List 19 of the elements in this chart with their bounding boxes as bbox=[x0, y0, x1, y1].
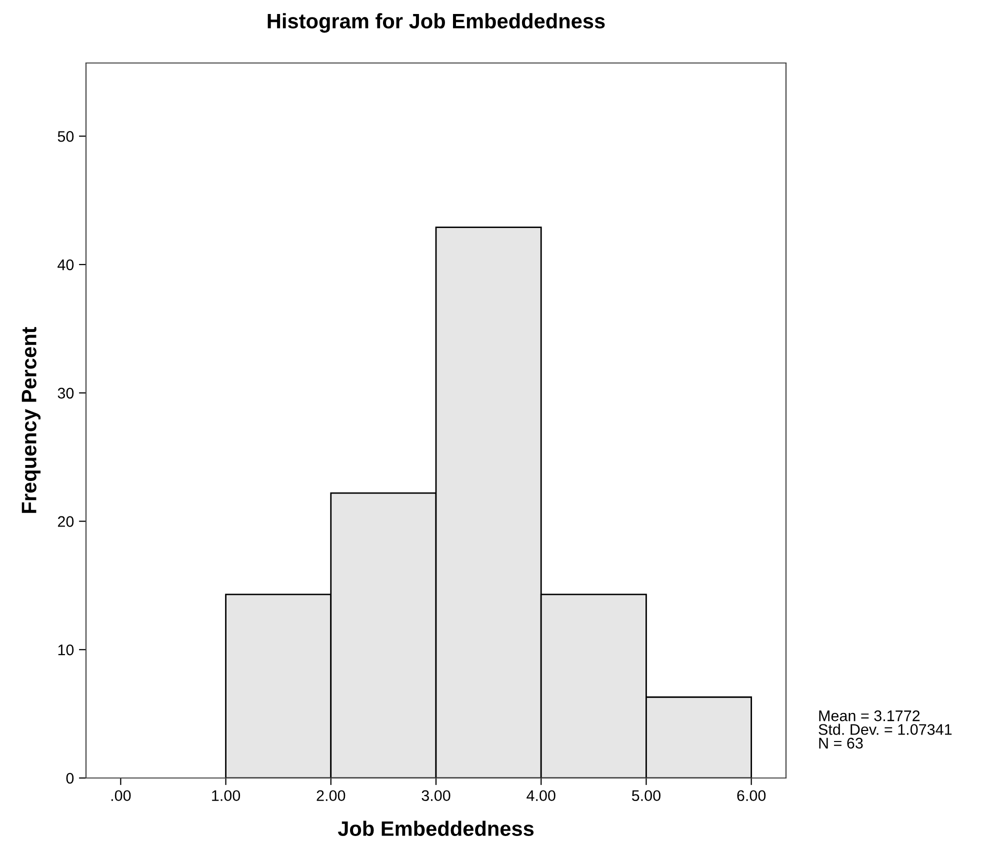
text: Mean = 3.1772 bbox=[819, 710, 920, 722]
text: N = 63 bbox=[819, 738, 863, 749]
y-tick-label: 20 bbox=[58, 516, 74, 527]
chart-title: Histogram for Job Embeddedness bbox=[268, 13, 605, 33]
text: Std. Dev. = 1.07341 bbox=[818, 724, 952, 735]
y-tick-label: 40 bbox=[58, 259, 74, 270]
x-tick-label: 5.00 bbox=[632, 790, 660, 802]
y-tick-label: 50 bbox=[58, 131, 74, 142]
x-tick-label: 2.00 bbox=[316, 790, 346, 802]
x-tick-label: 1.00 bbox=[212, 790, 240, 802]
y-tick-label: 30 bbox=[58, 388, 74, 399]
x-tick-label: 4.00 bbox=[526, 790, 556, 802]
y-tick-label: 10 bbox=[58, 644, 74, 656]
x-tick-label: 6.00 bbox=[737, 790, 766, 802]
x-tick-label: .00 bbox=[111, 790, 131, 802]
x-tick-label: 3.00 bbox=[422, 790, 450, 802]
x-axis-title: Job Embeddedness bbox=[338, 820, 534, 836]
y-axis-title: Frequency Percent bbox=[22, 326, 41, 513]
y-tick-label: 0 bbox=[66, 772, 74, 784]
